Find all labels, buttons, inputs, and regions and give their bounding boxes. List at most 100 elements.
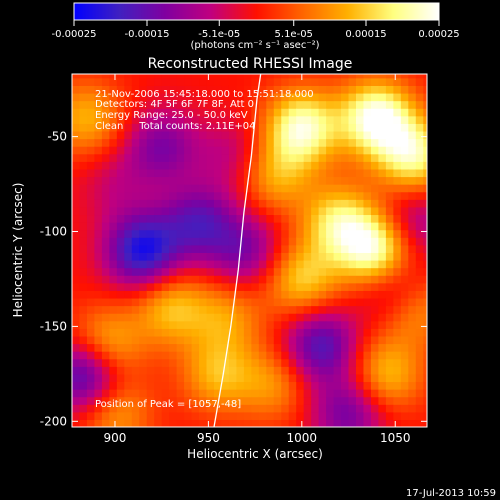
heatmap-cell xyxy=(393,92,402,102)
heatmap-cell xyxy=(94,138,103,147)
heatmap-cell xyxy=(191,305,200,314)
heatmap-cell xyxy=(318,161,327,170)
heatmap-cell xyxy=(415,297,424,307)
heatmap-cell xyxy=(393,389,402,398)
heatmap-cell xyxy=(154,168,163,178)
heatmap-cell xyxy=(228,222,238,231)
heatmap-cell xyxy=(370,411,380,421)
heatmap-cell xyxy=(393,244,402,253)
heatmap-cell xyxy=(341,282,350,291)
heatmap-cell xyxy=(191,351,200,360)
heatmap-cell xyxy=(251,381,260,390)
heatmap-cell xyxy=(101,85,110,94)
heatmap-cell xyxy=(199,92,208,102)
heatmap-cell xyxy=(101,108,110,117)
heatmap-cell xyxy=(206,115,215,124)
heatmap-cell xyxy=(86,85,96,94)
heatmap-cell xyxy=(296,237,305,246)
heatmap-cell xyxy=(214,358,223,367)
heatmap-cell xyxy=(101,153,110,162)
heatmap-cell xyxy=(281,184,290,193)
heatmap-cell xyxy=(408,153,417,162)
heatmap-cell xyxy=(296,282,305,291)
heatmap-cell xyxy=(296,351,305,360)
heatmap-cell xyxy=(341,419,350,427)
heatmap-cell xyxy=(273,130,282,140)
heatmap-cell xyxy=(326,176,335,185)
heatmap-cell xyxy=(415,222,424,231)
heatmap-cell xyxy=(266,85,275,94)
heatmap-cell xyxy=(281,290,290,299)
heatmap-cell xyxy=(94,153,103,162)
heatmap-cell xyxy=(303,222,312,231)
heatmap-cell xyxy=(400,252,409,261)
heatmap-cell xyxy=(86,206,96,216)
heatmap-cell xyxy=(288,351,297,360)
heatmap-cell xyxy=(214,328,223,337)
heatmap-cell xyxy=(94,366,103,375)
heatmap-cell xyxy=(109,206,118,216)
heatmap-cell xyxy=(101,343,110,352)
heatmap-cell xyxy=(266,313,275,322)
heatmap-cell xyxy=(86,92,96,102)
heatmap-cell xyxy=(348,146,357,155)
heatmap-cell xyxy=(161,282,170,291)
heatmap-cell xyxy=(161,404,170,413)
heatmap-cell xyxy=(161,252,170,261)
heatmap-cell xyxy=(243,358,252,367)
heatmap-cell xyxy=(393,184,402,193)
heatmap-cell xyxy=(206,343,215,352)
heatmap-cell xyxy=(385,252,394,261)
heatmap-cell xyxy=(191,123,200,132)
heatmap-cell xyxy=(236,74,245,79)
heatmap-cell xyxy=(356,146,365,155)
heatmap-cell xyxy=(191,206,200,216)
heatmap-cell xyxy=(86,146,96,155)
heatmap-cell xyxy=(303,74,312,79)
heatmap-cell xyxy=(199,176,208,185)
heatmap-cell xyxy=(415,199,424,208)
heatmap-cell xyxy=(124,184,133,193)
heatmap-cell xyxy=(124,74,133,79)
heatmap-cell xyxy=(400,100,409,109)
heatmap-cell xyxy=(86,373,96,383)
heatmap-cell xyxy=(191,358,200,367)
heatmap-cell xyxy=(363,206,372,216)
heatmap-cell xyxy=(400,222,409,231)
heatmap-cell xyxy=(288,328,297,337)
heatmap-cell xyxy=(72,396,81,405)
heatmap-cell xyxy=(408,176,417,185)
heatmap-cell xyxy=(296,184,305,193)
heatmap-cell xyxy=(228,206,238,216)
heatmap-cell xyxy=(356,168,365,178)
heatmap-cell xyxy=(169,123,178,132)
heatmap-cell xyxy=(146,404,155,413)
heatmap-cell xyxy=(356,108,365,117)
heatmap-cell xyxy=(109,130,118,140)
heatmap-cell xyxy=(318,297,327,307)
heatmap-cell xyxy=(94,161,103,170)
heatmap-cell xyxy=(169,161,178,170)
heatmap-cell xyxy=(214,290,223,299)
heatmap-cell xyxy=(370,275,380,284)
heatmap-cell xyxy=(288,373,297,383)
heatmap-cell xyxy=(228,184,238,193)
heatmap-cell xyxy=(154,191,163,200)
heatmap-cell xyxy=(370,252,380,261)
heatmap-cell xyxy=(370,404,380,413)
heatmap-cell xyxy=(423,100,427,109)
heatmap-cell xyxy=(221,244,230,253)
heatmap-cell xyxy=(154,411,163,421)
heatmap-cell xyxy=(191,373,200,383)
heatmap-cell xyxy=(139,199,148,208)
heatmap-cell xyxy=(243,199,252,208)
heatmap-cell xyxy=(296,411,305,421)
heatmap-cell xyxy=(116,252,125,261)
heatmap-cell xyxy=(348,313,357,322)
heatmap-cell xyxy=(154,123,163,132)
heatmap-cell xyxy=(154,404,163,413)
heatmap-cell xyxy=(191,389,200,398)
heatmap-cell xyxy=(206,153,215,162)
heatmap-cell xyxy=(258,358,267,367)
heatmap-cell xyxy=(101,259,110,269)
